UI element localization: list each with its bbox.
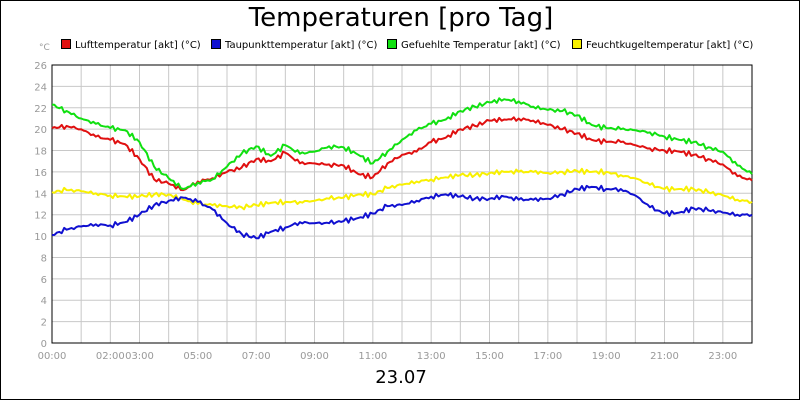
x-tick-label: 23:00 — [708, 351, 737, 362]
x-tick-label: 21:00 — [650, 351, 679, 362]
x-tick-label: 03:00 — [125, 351, 154, 362]
x-tick-label: 19:00 — [592, 351, 621, 362]
y-tick-label: 6 — [41, 275, 47, 286]
x-tick-label: 05:00 — [183, 351, 212, 362]
legend-item-taupunkttemperatur: Taupunkttemperatur [akt] (°C) — [211, 39, 377, 51]
y-tick-label: 24 — [34, 82, 47, 93]
legend-label-lufttemperatur: Lufttemperatur [akt] (°C) — [75, 40, 201, 51]
x-tick-label: 02:00 — [96, 351, 125, 362]
chart-title: Temperaturen [pro Tag] — [248, 3, 554, 33]
x-tick-label: 17:00 — [533, 351, 562, 362]
legend-label-feuchtkugeltemperatur: Feuchtkugeltemperatur [akt] (°C) — [586, 40, 754, 51]
y-tick-label: 22 — [34, 104, 47, 115]
x-tick-label: 09:00 — [300, 351, 329, 362]
y-tick-label: 2 — [41, 318, 47, 329]
x-tick-label: 07:00 — [242, 351, 271, 362]
x-tick-label: 11:00 — [358, 351, 387, 362]
y-tick-label: 20 — [34, 125, 47, 136]
y-tick-label: 14 — [34, 189, 47, 200]
x-tick-label: 13:00 — [417, 351, 446, 362]
y-tick-label: 0 — [41, 339, 47, 350]
y-tick-label: 12 — [34, 211, 47, 222]
y-tick-label: 18 — [34, 147, 47, 158]
y-tick-label: 16 — [34, 168, 47, 179]
series-line-2 — [51, 97, 753, 190]
x-tick-label: 15:00 — [475, 351, 504, 362]
date-label: 23.07 — [375, 367, 427, 388]
legend-swatch-gefuehlte-temperatur — [387, 39, 397, 49]
legend-swatch-lufttemperatur — [61, 39, 71, 49]
legend-label-gefuehlte-temperatur: Gefuehlte Temperatur [akt] (°C) — [401, 40, 561, 51]
y-tick-label: 26 — [34, 61, 47, 72]
plot-border — [51, 64, 753, 344]
legend-swatch-taupunkttemperatur — [211, 39, 221, 49]
legend-swatch-feuchtkugeltemperatur — [572, 39, 582, 49]
series-line-3 — [51, 167, 753, 211]
y-unit-label: °C — [39, 43, 50, 53]
y-tick-label: 4 — [41, 296, 47, 307]
series-line-0 — [51, 116, 753, 192]
legend-item-gefuehlte-temperatur: Gefuehlte Temperatur [akt] (°C) — [387, 39, 560, 51]
legend-item-lufttemperatur: Lufttemperatur [akt] (°C) — [61, 39, 201, 51]
series-line-1 — [51, 184, 753, 240]
legend-item-feuchtkugeltemperatur: Feuchtkugeltemperatur [akt] (°C) — [572, 39, 753, 51]
y-tick-label: 8 — [41, 253, 47, 264]
y-tick-label: 10 — [34, 232, 47, 243]
x-tick-label: 00:00 — [38, 351, 67, 362]
legend-label-taupunkttemperatur: Taupunkttemperatur [akt] (°C) — [225, 40, 378, 51]
